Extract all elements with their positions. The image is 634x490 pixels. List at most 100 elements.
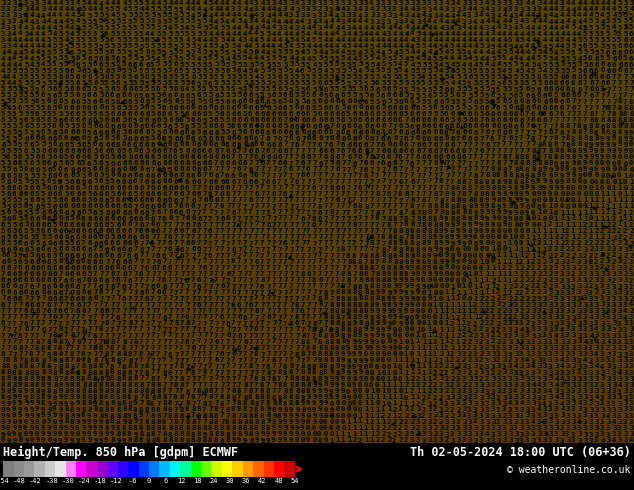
Text: 6: 6 <box>404 142 408 147</box>
Text: 5: 5 <box>416 80 420 86</box>
Text: 3: 3 <box>583 389 587 394</box>
Text: 6: 6 <box>63 167 68 172</box>
Text: 2: 2 <box>428 413 432 419</box>
Text: 4: 4 <box>323 19 328 25</box>
Text: 6: 6 <box>629 31 633 37</box>
Text: 9: 9 <box>134 418 138 424</box>
Text: 2: 2 <box>6 0 11 6</box>
Text: 8: 8 <box>311 326 316 333</box>
Text: 4: 4 <box>618 382 622 388</box>
Text: 5: 5 <box>283 62 288 68</box>
Text: 7: 7 <box>237 308 242 314</box>
Text: 7: 7 <box>203 283 207 289</box>
Text: 6: 6 <box>415 129 420 135</box>
Text: 6: 6 <box>220 105 224 111</box>
Text: 6: 6 <box>110 148 114 154</box>
Text: 8: 8 <box>600 129 605 135</box>
Text: 4: 4 <box>439 62 443 68</box>
Text: 6: 6 <box>70 235 74 241</box>
Text: 7: 7 <box>156 265 160 271</box>
Text: 0: 0 <box>353 376 357 382</box>
Text: 1: 1 <box>600 222 604 228</box>
Text: 4: 4 <box>236 0 241 6</box>
Text: 6: 6 <box>387 111 392 117</box>
Text: 9: 9 <box>288 419 293 425</box>
Text: 6: 6 <box>214 197 219 203</box>
Text: 6: 6 <box>133 160 138 166</box>
Text: 2: 2 <box>433 419 437 425</box>
Text: 8: 8 <box>81 394 86 400</box>
Text: 7: 7 <box>214 221 219 227</box>
Text: 7: 7 <box>197 320 201 327</box>
Text: 1: 1 <box>380 406 385 413</box>
Text: 1: 1 <box>432 326 437 333</box>
Text: 2: 2 <box>583 228 588 234</box>
Text: 5: 5 <box>583 62 588 68</box>
Text: 6: 6 <box>122 123 126 129</box>
Text: 6: 6 <box>261 154 265 160</box>
Text: 1: 1 <box>583 216 587 222</box>
Text: 3: 3 <box>433 0 437 6</box>
Text: 7: 7 <box>583 111 587 117</box>
Text: 5: 5 <box>76 12 81 19</box>
Text: 3: 3 <box>577 388 581 394</box>
Text: 7: 7 <box>323 265 328 271</box>
Text: 9: 9 <box>346 394 351 400</box>
Text: 8: 8 <box>376 191 380 197</box>
Text: 6: 6 <box>87 104 91 111</box>
Text: 8: 8 <box>232 425 236 431</box>
Text: 5: 5 <box>433 92 437 98</box>
Text: 9: 9 <box>427 241 432 246</box>
Text: 7: 7 <box>254 364 259 369</box>
Text: 8: 8 <box>110 382 114 388</box>
Text: 7: 7 <box>128 290 133 295</box>
Text: 6: 6 <box>340 142 345 148</box>
Text: 5: 5 <box>173 18 178 24</box>
Text: 0: 0 <box>571 203 576 209</box>
Text: 6: 6 <box>197 302 201 308</box>
Text: 8: 8 <box>87 389 91 394</box>
Text: 7: 7 <box>266 234 270 240</box>
Text: 9: 9 <box>323 400 328 406</box>
Text: 6: 6 <box>536 98 541 104</box>
Text: 9: 9 <box>231 438 236 443</box>
Text: 7: 7 <box>214 246 219 252</box>
Text: 6: 6 <box>1 277 4 283</box>
Text: 7: 7 <box>399 185 403 191</box>
Text: 9: 9 <box>410 259 415 265</box>
Text: 7: 7 <box>358 160 363 166</box>
Text: 9: 9 <box>30 389 34 394</box>
Text: 9: 9 <box>81 438 85 443</box>
Text: 6: 6 <box>6 247 11 253</box>
Text: 3: 3 <box>456 431 461 437</box>
Text: 7: 7 <box>30 345 34 351</box>
Text: 3: 3 <box>381 0 385 6</box>
Text: 2: 2 <box>490 320 495 326</box>
Text: 6: 6 <box>283 148 288 154</box>
Text: 4: 4 <box>380 49 385 55</box>
Text: 4: 4 <box>243 0 248 6</box>
Text: 5: 5 <box>444 92 448 98</box>
Text: 4: 4 <box>537 18 541 24</box>
Text: 7: 7 <box>330 216 334 221</box>
Text: 3: 3 <box>606 401 610 407</box>
Text: 7: 7 <box>219 413 224 418</box>
Text: 7: 7 <box>341 259 346 265</box>
Text: 7: 7 <box>231 327 235 333</box>
Text: 7: 7 <box>623 98 627 105</box>
Text: 4: 4 <box>468 62 472 68</box>
Text: 6: 6 <box>566 92 571 98</box>
Text: 6: 6 <box>364 123 368 129</box>
Text: 7: 7 <box>277 345 281 351</box>
Text: 7: 7 <box>255 277 259 283</box>
Text: 3: 3 <box>594 432 598 438</box>
Text: 7: 7 <box>306 357 310 363</box>
Text: 2: 2 <box>508 284 513 290</box>
Text: 4: 4 <box>543 18 547 24</box>
Text: 7: 7 <box>93 320 97 326</box>
Text: 5: 5 <box>226 123 231 129</box>
Text: 5: 5 <box>98 44 103 49</box>
Text: 7: 7 <box>145 339 149 344</box>
Text: 5: 5 <box>29 210 34 216</box>
Text: 8: 8 <box>191 394 195 400</box>
